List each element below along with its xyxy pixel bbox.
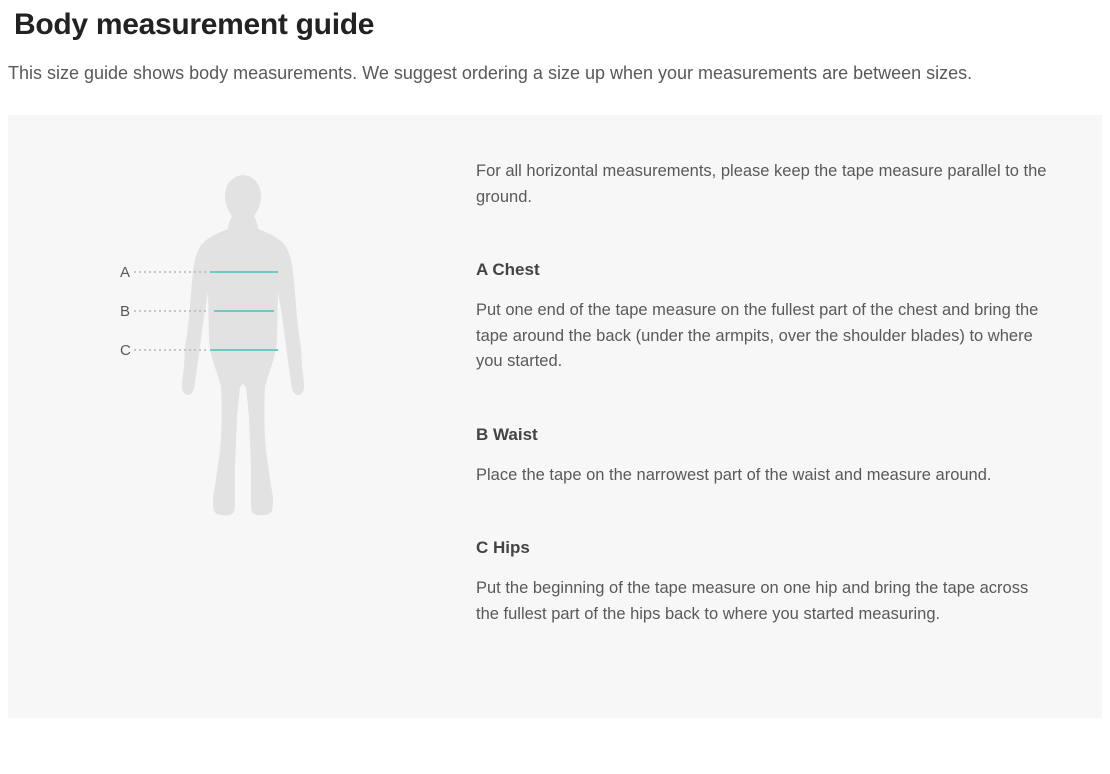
- body-silhouette-diagram: A B C: [56, 165, 416, 565]
- page-subtitle: This size guide shows body measurements.…: [8, 60, 1096, 87]
- section-chest: A Chest Put one end of the tape measure …: [476, 260, 1054, 375]
- section-heading-hips: C Hips: [476, 538, 1054, 558]
- section-heading-chest: A Chest: [476, 260, 1054, 280]
- page-title: Body measurement guide: [14, 8, 1096, 42]
- section-body-waist: Place the tape on the narrowest part of …: [476, 463, 1054, 489]
- diagram-label-b: B: [120, 303, 130, 320]
- section-heading-waist: B Waist: [476, 425, 1054, 445]
- section-body-hips: Put the beginning of the tape measure on…: [476, 576, 1054, 627]
- diagram-label-c: C: [120, 342, 131, 359]
- section-waist: B Waist Place the tape on the narrowest …: [476, 425, 1054, 489]
- intro-text: For all horizontal measurements, please …: [476, 159, 1054, 210]
- section-body-chest: Put one end of the tape measure on the f…: [476, 298, 1054, 375]
- diagram-column: A B C: [56, 159, 416, 678]
- instructions-column: For all horizontal measurements, please …: [476, 159, 1054, 678]
- section-hips: C Hips Put the beginning of the tape mea…: [476, 538, 1054, 627]
- body-silhouette-icon: [182, 175, 304, 515]
- guide-panel: A B C For all horizontal measurements, p…: [8, 115, 1102, 718]
- diagram-label-a: A: [120, 264, 130, 281]
